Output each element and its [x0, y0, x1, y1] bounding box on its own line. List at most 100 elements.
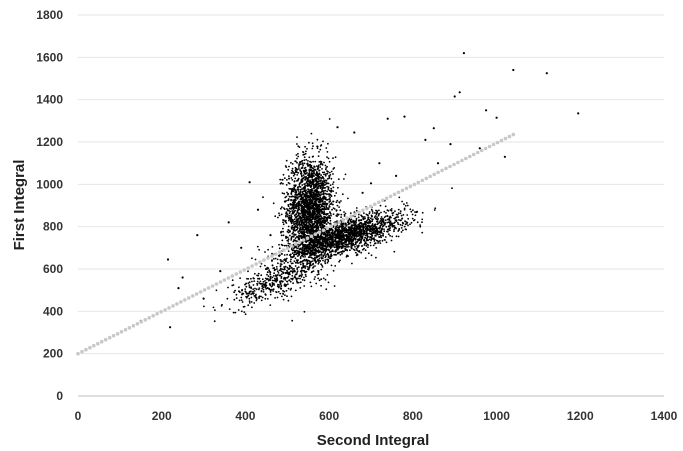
data-point	[279, 263, 282, 265]
data-point	[329, 196, 331, 199]
data-point	[295, 259, 298, 262]
data-point	[284, 220, 287, 223]
data-point	[357, 227, 359, 230]
data-point	[361, 215, 363, 218]
data-point	[252, 288, 255, 291]
trendline-marker	[250, 264, 254, 268]
data-point	[301, 205, 303, 207]
data-point	[317, 195, 319, 198]
data-point	[294, 201, 297, 204]
data-point	[324, 186, 327, 189]
y-tick-label: 400	[43, 304, 63, 318]
data-point	[394, 226, 397, 229]
data-point	[304, 178, 307, 181]
data-point	[313, 278, 316, 280]
data-point	[370, 227, 373, 230]
data-point	[307, 212, 309, 214]
data-point	[399, 210, 402, 213]
data-point	[308, 192, 311, 195]
data-point	[286, 280, 288, 283]
trendline-marker	[440, 168, 444, 173]
data-point	[360, 222, 363, 225]
data-point	[294, 237, 297, 240]
data-point	[287, 299, 290, 302]
data-point	[339, 253, 342, 256]
data-point	[345, 233, 348, 236]
data-point	[380, 236, 383, 239]
data-point	[318, 208, 321, 211]
data-point	[345, 242, 347, 244]
data-point	[342, 233, 345, 235]
data-point	[310, 173, 313, 176]
data-point	[265, 268, 267, 271]
data-point	[309, 232, 311, 235]
y-tick-label: 1800	[36, 8, 63, 22]
data-point	[326, 245, 329, 247]
data-point	[293, 247, 295, 250]
data-point	[324, 219, 327, 222]
data-point	[294, 276, 297, 279]
data-point	[306, 206, 308, 209]
data-point	[317, 182, 320, 185]
data-point	[384, 219, 387, 222]
data-point	[324, 173, 327, 176]
data-point	[364, 222, 367, 225]
data-point	[258, 282, 261, 284]
data-point	[299, 227, 301, 230]
data-point	[308, 243, 311, 246]
data-point	[265, 278, 268, 281]
data-point	[299, 169, 302, 172]
trendline-marker	[107, 335, 112, 340]
data-point	[320, 215, 323, 218]
data-point	[315, 165, 318, 168]
trendline-marker	[167, 306, 171, 310]
data-point	[331, 232, 334, 235]
data-point	[313, 257, 316, 259]
data-point	[255, 288, 258, 291]
data-point	[264, 251, 266, 253]
data-point	[302, 212, 305, 215]
data-point	[251, 280, 253, 283]
data-point	[397, 216, 400, 218]
x-axis-tick-labels: 0 200 400 600 800 1000 1200 1400	[75, 409, 678, 423]
data-point	[308, 220, 310, 223]
data-point	[380, 231, 383, 234]
data-point	[288, 195, 291, 198]
data-point	[347, 243, 349, 246]
trendline-marker	[448, 164, 452, 169]
data-point	[276, 296, 279, 299]
data-point	[310, 285, 313, 288]
data-point	[307, 160, 309, 162]
data-point	[283, 290, 286, 293]
data-point	[316, 145, 319, 148]
data-point	[306, 172, 308, 174]
trendline-marker	[464, 156, 468, 161]
data-point	[309, 182, 312, 185]
data-point	[264, 280, 266, 282]
data-point	[290, 239, 293, 241]
data-point	[386, 209, 389, 212]
data-point	[364, 234, 367, 237]
data-point	[305, 249, 308, 252]
data-point	[321, 211, 324, 213]
data-point	[300, 167, 303, 170]
data-point	[313, 165, 315, 168]
data-point	[301, 193, 304, 196]
data-point	[280, 231, 282, 234]
data-point	[302, 177, 305, 179]
data-point	[301, 184, 304, 186]
data-point	[309, 190, 311, 193]
data-point	[267, 275, 270, 278]
data-point	[323, 184, 325, 187]
data-point	[370, 254, 373, 257]
data-point	[358, 242, 361, 245]
data-point	[308, 171, 311, 174]
data-point	[219, 270, 222, 273]
data-point	[319, 203, 322, 206]
data-point	[347, 229, 349, 232]
data-point	[315, 188, 318, 191]
data-point	[264, 297, 267, 300]
data-point	[309, 229, 311, 231]
data-point	[299, 263, 302, 266]
data-point	[369, 217, 372, 220]
